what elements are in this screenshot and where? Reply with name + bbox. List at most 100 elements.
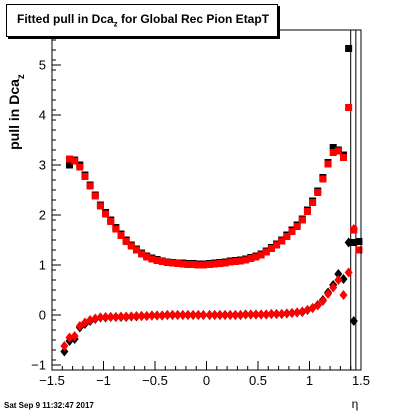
point-s3-45 <box>293 307 302 318</box>
point-s3-49 <box>313 300 322 311</box>
point-s0-0 <box>66 161 74 169</box>
point-s3-42 <box>277 309 286 319</box>
point-s3-40 <box>267 309 276 319</box>
point-s0-55 <box>350 239 358 246</box>
point-s3-28 <box>205 310 214 320</box>
point-s1-52 <box>334 147 342 155</box>
point-s3-36 <box>246 309 255 320</box>
point-s1-49 <box>319 175 327 183</box>
point-s1-53 <box>339 154 347 161</box>
point-s3-37 <box>251 309 260 320</box>
point-s1-42 <box>283 233 291 240</box>
point-s1-12 <box>127 242 135 250</box>
point-s3-19 <box>158 310 167 321</box>
point-s3-16 <box>142 311 151 321</box>
point-s1-51 <box>329 149 337 156</box>
chart-title-main: Fitted pull in Dca <box>17 12 114 26</box>
point-s3-56 <box>349 224 358 234</box>
point-s1-36 <box>252 253 260 261</box>
x-axis-label: η <box>352 397 359 411</box>
x-tick-label: 0.5 <box>249 373 267 388</box>
point-s1-47 <box>309 199 317 206</box>
x-tick-label: 1.5 <box>352 373 370 388</box>
point-s3-12 <box>122 311 131 322</box>
point-s3-39 <box>262 309 271 320</box>
y-tick-label: 2 <box>39 208 46 223</box>
point-s1-24 <box>189 261 197 268</box>
point-s1-21 <box>174 260 182 267</box>
point-s3-33 <box>231 310 240 320</box>
x-tick-label: −0.5 <box>142 373 168 388</box>
point-s1-14 <box>138 250 146 258</box>
point-s3-7 <box>96 312 105 323</box>
point-s1-44 <box>293 223 301 230</box>
point-s1-26 <box>199 261 207 269</box>
point-s3-41 <box>272 309 281 319</box>
point-s3-25 <box>189 310 198 320</box>
point-s3-27 <box>199 310 208 320</box>
point-s3-13 <box>127 311 136 322</box>
chart-title: Fitted pull in Dcaz for Global Rec Pion … <box>6 4 279 38</box>
point-s1-11 <box>122 238 130 245</box>
point-s1-19 <box>163 259 171 266</box>
point-s1-32 <box>231 258 239 265</box>
point-s3-18 <box>153 310 162 321</box>
point-s3-50 <box>318 296 327 306</box>
point-s1-31 <box>226 258 234 266</box>
point-s3-54 <box>339 290 348 300</box>
point-s3-30 <box>215 310 224 320</box>
point-s1-9 <box>112 225 120 233</box>
point-s1-54 <box>345 104 353 111</box>
point-s1-15 <box>143 253 151 261</box>
chart-title-sub: z <box>113 19 118 29</box>
series-0 <box>66 45 363 268</box>
point-s3-44 <box>287 308 296 318</box>
y-tick-label: 3 <box>39 158 46 173</box>
point-s1-8 <box>107 218 115 225</box>
point-s3-6 <box>91 313 100 324</box>
series-3 <box>60 224 358 351</box>
point-s1-27 <box>206 261 214 268</box>
point-s1-45 <box>298 216 306 224</box>
point-s1-18 <box>158 258 166 265</box>
point-s3-14 <box>132 311 141 321</box>
point-s3-20 <box>163 310 172 320</box>
point-s1-1 <box>71 157 79 165</box>
y-axis-label: pull in Dcaz <box>6 74 27 150</box>
point-s1-33 <box>236 257 244 265</box>
x-tick-label: −1 <box>96 373 111 388</box>
point-s3-38 <box>257 309 266 320</box>
y-axis-label-main: pull in Dca <box>6 79 22 150</box>
point-s1-2 <box>76 163 84 171</box>
point-s3-0 <box>60 341 69 351</box>
point-s1-3 <box>81 173 89 180</box>
point-s3-43 <box>282 308 291 319</box>
point-s2-53 <box>334 269 343 279</box>
point-s1-38 <box>262 248 270 256</box>
point-s1-35 <box>247 255 255 262</box>
chart-marks <box>60 30 363 370</box>
y-tick-label: 5 <box>39 58 46 73</box>
point-s1-48 <box>314 189 322 196</box>
timestamp: Sat Sep 9 11:32:47 2017 <box>4 401 94 410</box>
point-s3-24 <box>183 310 192 320</box>
point-s3-34 <box>236 310 245 320</box>
point-s3-23 <box>178 310 187 320</box>
point-s3-35 <box>241 309 250 320</box>
point-s3-2 <box>70 331 79 341</box>
point-s3-29 <box>210 310 219 320</box>
point-s3-26 <box>194 310 203 320</box>
point-s0-51 <box>329 144 337 151</box>
series-2 <box>60 237 358 357</box>
point-s3-52 <box>329 282 338 293</box>
point-s2-56 <box>349 316 358 326</box>
point-s1-34 <box>242 256 250 264</box>
point-s1-22 <box>179 260 187 268</box>
point-s1-46 <box>303 208 311 215</box>
point-s1-29 <box>216 260 224 267</box>
point-s3-32 <box>226 310 235 320</box>
point-s3-31 <box>221 310 230 320</box>
point-s1-0 <box>66 155 74 163</box>
point-s2-55 <box>344 237 353 248</box>
